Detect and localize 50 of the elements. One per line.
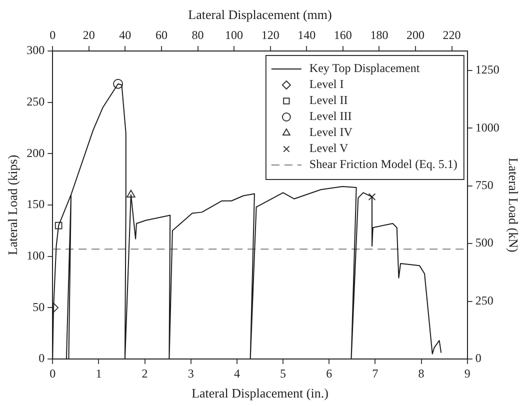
x-tick-label: 1 bbox=[96, 366, 102, 380]
x-tick-label: 2 bbox=[142, 366, 148, 380]
x-tick-label: 5 bbox=[280, 366, 286, 380]
x-tick-label: 9 bbox=[464, 366, 470, 380]
x2-tick-label: 20 bbox=[82, 28, 95, 42]
y-axis-title: Lateral Load (kips) bbox=[5, 154, 20, 256]
y2-tick-label: 750 bbox=[475, 178, 494, 192]
x2-tick-label: 200 bbox=[406, 28, 425, 42]
y-tick-label: 150 bbox=[26, 197, 45, 212]
legend-label: Shear Friction Model (Eq. 5.1) bbox=[309, 157, 458, 172]
y2-axis-title: Lateral Load (kN) bbox=[506, 158, 521, 252]
legend-label: Level IV bbox=[309, 125, 353, 140]
legend-label: Level V bbox=[309, 141, 349, 156]
x2-tick-label: 80 bbox=[192, 28, 204, 42]
x-axis-title: Lateral Displacement (in.) bbox=[192, 386, 328, 401]
point bbox=[368, 193, 376, 200]
legend-label: Key Top Displacement bbox=[309, 61, 420, 76]
y-tick-label: 50 bbox=[32, 300, 45, 314]
y2-tick-label: 1000 bbox=[475, 120, 500, 134]
x-tick-label: 0 bbox=[50, 366, 56, 380]
x2-tick-label: 120 bbox=[261, 28, 280, 42]
x-tick-label: 7 bbox=[372, 366, 378, 380]
legend-label: Level III bbox=[309, 109, 352, 124]
x-tick-label: 4 bbox=[234, 366, 240, 380]
x2-tick-label: 180 bbox=[370, 28, 388, 42]
point bbox=[113, 78, 124, 89]
x-tick-label: 8 bbox=[418, 366, 424, 380]
x2-axis-title: Lateral Displacement (mm) bbox=[188, 7, 332, 22]
legend-label: Level II bbox=[309, 93, 348, 108]
y2-tick-label: 0 bbox=[475, 351, 482, 366]
x2-tick-label: 100 bbox=[225, 28, 244, 42]
y-tick-label: 0 bbox=[38, 351, 45, 366]
y-tick-label: 100 bbox=[26, 248, 45, 262]
point bbox=[126, 190, 136, 198]
x2-tick-label: 40 bbox=[119, 28, 132, 42]
y-tick-label: 200 bbox=[26, 146, 45, 160]
y-tick-label: 250 bbox=[26, 94, 45, 108]
y2-tick-label: 500 bbox=[475, 236, 494, 250]
x2-tick-label: 140 bbox=[298, 28, 316, 42]
x2-tick-label: 220 bbox=[442, 28, 461, 42]
x-tick-label: 6 bbox=[326, 366, 332, 380]
x2-tick-label: 160 bbox=[334, 28, 352, 42]
y2-tick-label: 1250 bbox=[475, 62, 500, 77]
legend-label: Level I bbox=[309, 77, 344, 92]
x2-tick-label: 60 bbox=[155, 28, 168, 42]
x2-tick-label: 0 bbox=[50, 28, 56, 42]
x-tick-label: 3 bbox=[188, 366, 194, 380]
y-tick-label: 300 bbox=[26, 43, 45, 58]
y2-tick-label: 250 bbox=[475, 293, 494, 308]
point bbox=[54, 222, 62, 230]
